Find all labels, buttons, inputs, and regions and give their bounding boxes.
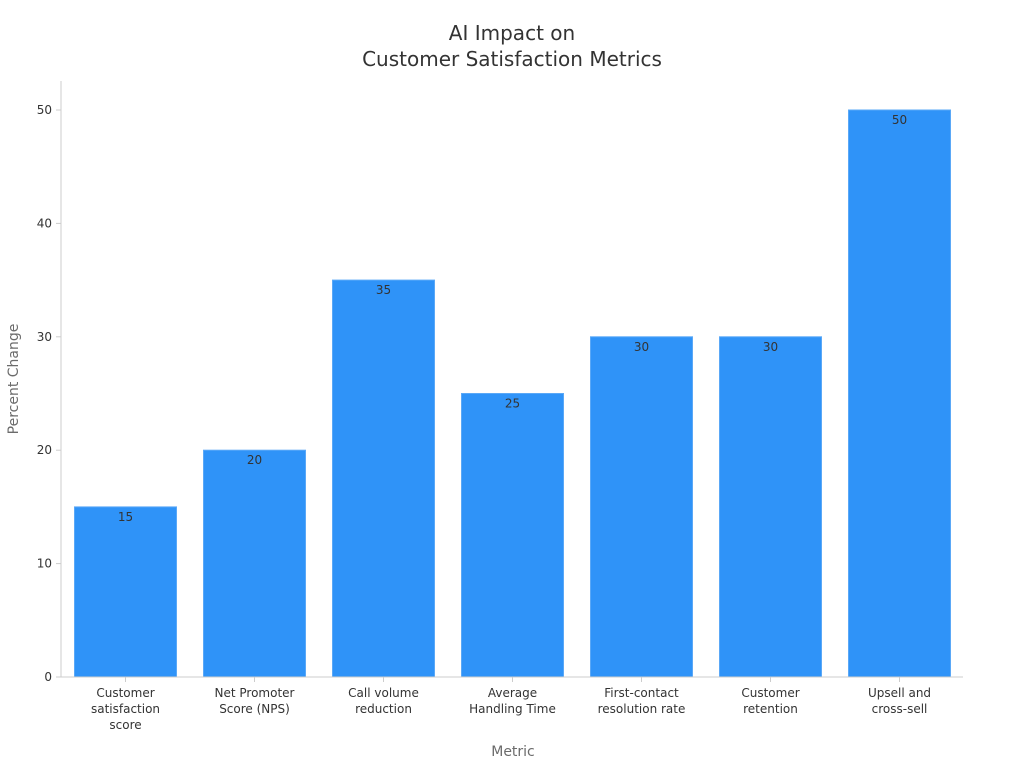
x-tick-label: retention (743, 702, 798, 716)
x-tick-label: satisfaction (91, 702, 160, 716)
bar-value-label: 30 (634, 340, 649, 354)
x-tick-label: Upsell and (868, 686, 931, 700)
x-tick-label: Handling Time (469, 702, 556, 716)
bar (332, 279, 435, 678)
bar-value-label: 35 (376, 283, 391, 297)
x-tick-label: Score (NPS) (219, 702, 290, 716)
x-tick-label: Net Promoter (215, 686, 295, 700)
x-tick-label: Average (488, 686, 537, 700)
bar-value-label: 25 (505, 397, 520, 411)
y-tick-label: 10 (37, 557, 52, 571)
y-axis-ticks: 0 10 20 30 40 50 (37, 103, 61, 684)
y-tick-label: 30 (37, 330, 52, 344)
bar (203, 449, 306, 678)
bar-labels-group: 15 20 35 25 30 30 50 (118, 113, 907, 524)
bar (461, 393, 564, 678)
x-tick-label: Call volume (348, 686, 419, 700)
bar (719, 336, 822, 678)
x-tick-label: reduction (355, 702, 412, 716)
x-tick-label: cross-sell (872, 702, 928, 716)
x-tick-label: resolution rate (598, 702, 686, 716)
chart-title-line-2: Customer Satisfaction Metrics (362, 47, 662, 71)
y-tick-label: 50 (37, 103, 52, 117)
x-tick-label: Customer (96, 686, 154, 700)
y-tick-label: 20 (37, 443, 52, 457)
x-tick-label: score (109, 718, 141, 732)
y-tick-label: 0 (44, 670, 52, 684)
x-axis-title: Metric (491, 744, 535, 760)
bars-group (74, 109, 951, 678)
chart-title-line-1: AI Impact on (449, 21, 575, 45)
bar (848, 109, 951, 678)
bar (74, 506, 177, 678)
x-axis-ticks: Customer satisfaction score Net Promoter Sco… (91, 677, 931, 732)
bar (590, 336, 693, 678)
bar-value-label: 30 (763, 340, 778, 354)
y-tick-label: 40 (37, 216, 52, 230)
x-tick-label: Customer (741, 686, 799, 700)
bar-value-label: 50 (892, 113, 907, 127)
bar-value-label: 20 (247, 453, 262, 467)
y-axis-title: Percent Change (6, 324, 22, 435)
x-tick-label: First-contact (604, 686, 679, 700)
bar-value-label: 15 (118, 510, 133, 524)
